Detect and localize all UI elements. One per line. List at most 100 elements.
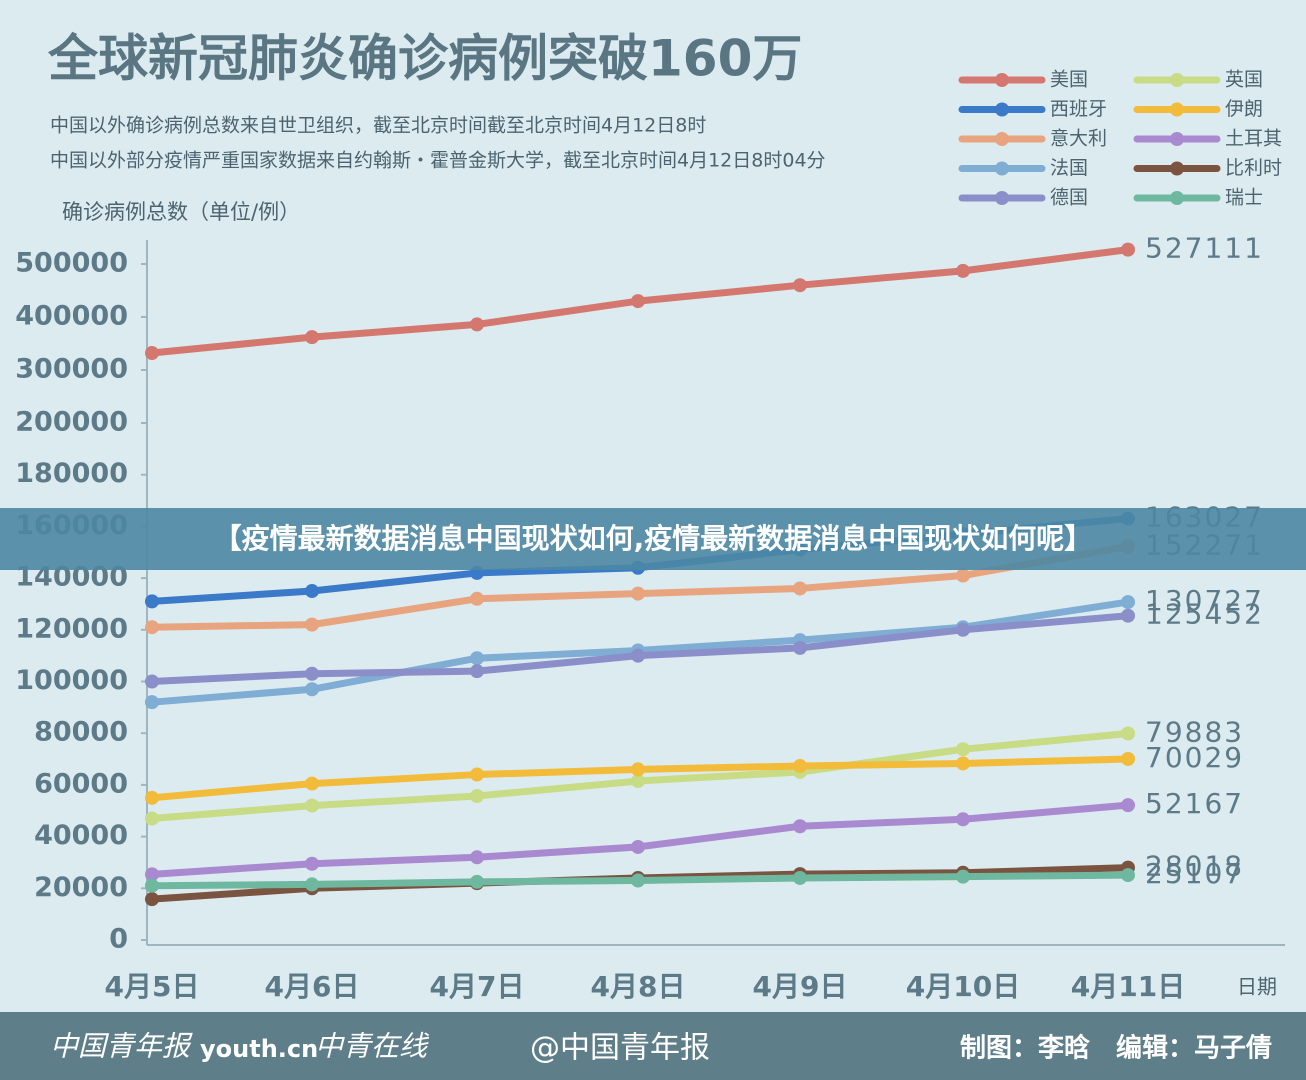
legend-swatch [995, 102, 1009, 117]
value-label: 130727 [1145, 584, 1264, 617]
point [145, 674, 159, 689]
legend-label: 德国 [1050, 187, 1088, 209]
point [1121, 751, 1135, 766]
point [956, 742, 970, 757]
point [631, 648, 645, 663]
point [145, 790, 159, 805]
y-tick-label: 120000 [15, 613, 128, 644]
point [1121, 726, 1135, 741]
legend-label: 比利时 [1225, 157, 1282, 179]
point [793, 819, 807, 834]
point [305, 877, 319, 892]
point [470, 591, 484, 606]
x-tick-label: 4月8日 [591, 970, 686, 1003]
point [956, 812, 970, 827]
point [305, 682, 319, 697]
logo: 中国青年报 [50, 1030, 193, 1063]
legend-swatch [995, 161, 1009, 176]
y-tick-label: 0 [109, 924, 128, 955]
value-label: 52167 [1145, 787, 1244, 820]
point [305, 617, 319, 632]
point [470, 651, 484, 666]
point [145, 811, 159, 826]
point [793, 278, 807, 293]
legend-label: 意大利 [1050, 128, 1107, 150]
legend-swatch [995, 73, 1009, 87]
y-tick-label: 400000 [15, 301, 128, 332]
point [631, 762, 645, 777]
point [1121, 595, 1135, 610]
legend-label: 法国 [1050, 157, 1088, 179]
value-label: 28018 [1145, 850, 1244, 883]
point [305, 856, 319, 871]
legend-swatch [995, 132, 1009, 146]
banner-bg [0, 508, 1306, 570]
point [631, 774, 645, 789]
point [631, 586, 645, 601]
legend-swatch [1170, 191, 1184, 205]
point [145, 695, 159, 710]
banner: 【疫情最新数据消息中国现状如何,疫情最新数据消息中国现状如何呢】 [214, 522, 1093, 555]
point [956, 263, 970, 278]
y-tick-label: 500000 [15, 248, 128, 279]
legend-swatch [1170, 132, 1184, 146]
point [470, 664, 484, 679]
x-tick-label: 4月9日 [753, 970, 848, 1003]
y-tick-label: 20000 [34, 872, 128, 903]
x-tick-label: 4月10日 [906, 970, 1020, 1003]
point [1121, 798, 1135, 813]
y-tick-label: 80000 [34, 717, 128, 748]
y-tick-label: 300000 [15, 354, 128, 385]
y-tick-label: 180000 [15, 458, 128, 489]
point [470, 767, 484, 782]
point [793, 640, 807, 655]
point [631, 873, 645, 888]
value-label: 125452 [1145, 598, 1264, 631]
logo: 中青在线 [315, 1030, 430, 1063]
point [145, 892, 159, 907]
point [956, 756, 970, 771]
point [145, 346, 159, 361]
point [1121, 242, 1135, 257]
legend-label: 瑞士 [1225, 187, 1263, 209]
credit: 制图：李晗 编辑：马子倩 [960, 1033, 1272, 1064]
value-label: 79883 [1145, 716, 1244, 749]
logo: youth.cn [200, 1035, 318, 1063]
point [145, 878, 159, 893]
legend-swatch [1170, 102, 1184, 117]
note: 中国以外部分疫情严重国家数据来自约翰斯・霍普金斯大学，截至北京时间4月12日8时… [50, 150, 826, 172]
point [305, 776, 319, 791]
legend-label: 土耳其 [1225, 128, 1282, 150]
point [631, 839, 645, 854]
point [956, 568, 970, 583]
weibo: @中国青年报 [530, 1031, 710, 1066]
y-tick-label: 60000 [34, 768, 128, 799]
x-axis-label: 日期 [1237, 975, 1277, 999]
value-label: 25107 [1145, 857, 1244, 890]
point [470, 850, 484, 865]
x-tick-label: 4月5日 [105, 970, 200, 1003]
y-tick-label: 200000 [15, 407, 128, 438]
point [145, 867, 159, 882]
point [470, 317, 484, 332]
x-tick-label: 4月11日 [1071, 970, 1185, 1003]
legend-swatch [995, 191, 1009, 205]
legend-label: 伊朗 [1225, 98, 1263, 120]
footer-bg [0, 1012, 1306, 1080]
chart-title: 全球新冠肺炎确诊病例突破160万 [47, 30, 802, 88]
point [145, 620, 159, 635]
point [305, 330, 319, 345]
point [793, 870, 807, 885]
point [470, 874, 484, 889]
y-axis-label: 确诊病例总数（单位/例） [62, 200, 300, 224]
point [956, 869, 970, 884]
point [305, 584, 319, 599]
legend-label: 英国 [1225, 69, 1263, 91]
point [956, 622, 970, 637]
point [470, 789, 484, 804]
point [793, 581, 807, 596]
point [305, 798, 319, 813]
point [1121, 868, 1135, 883]
point [631, 294, 645, 309]
